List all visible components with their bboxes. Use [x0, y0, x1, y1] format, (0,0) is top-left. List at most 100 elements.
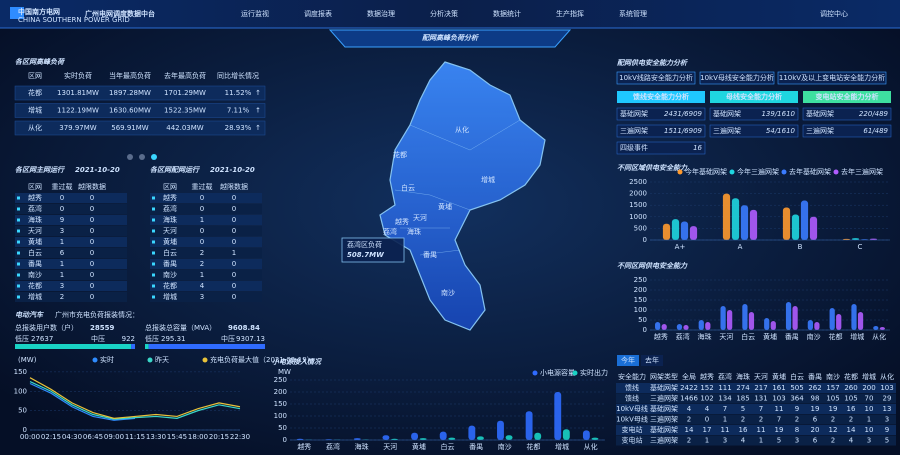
table-cell: 7.11%: [227, 107, 250, 115]
bar: [873, 326, 879, 330]
line-series: [29, 381, 241, 420]
ev-value: 9608.84: [228, 324, 260, 332]
table-cell: 0: [90, 194, 94, 202]
table-cell: 馈线: [625, 383, 639, 392]
table-cell: 7: [723, 405, 727, 413]
tab-label[interactable]: 110kV及以上变电站安全能力分析: [779, 73, 885, 82]
panel-date: 2021-10-20: [210, 166, 255, 174]
row-bullet: [152, 218, 155, 222]
table-cell: 8: [795, 426, 799, 434]
x-tick-label: A: [738, 243, 743, 251]
x-tick-label: 18:00: [188, 433, 208, 441]
legend-label: 昨天: [155, 355, 169, 364]
nav-item[interactable]: 分析决策: [430, 9, 458, 18]
table-cell: 0: [60, 194, 64, 202]
table-cell: 11: [775, 405, 784, 413]
table-cell: 越秀: [163, 193, 177, 202]
table-cell: 1122.19MW: [57, 107, 99, 115]
table-row: [15, 270, 127, 280]
split-value: 295.31: [161, 335, 186, 343]
tab-label[interactable]: 10kV母线安全能力分析: [700, 73, 774, 82]
logo-sub: CHINA SOUTHERN POWER GRID: [18, 16, 130, 24]
table-row: [15, 292, 127, 302]
table-row: [150, 248, 262, 258]
table-cell: 三遍网架: [650, 436, 678, 445]
row-bullet: [152, 196, 155, 200]
bar: [419, 438, 427, 440]
tab-label[interactable]: 去年: [645, 356, 659, 365]
x-tick-label: 番禺: [469, 443, 483, 451]
split-bar: [15, 344, 132, 349]
bar: [792, 306, 798, 330]
tab: [617, 355, 639, 366]
legend-swatch: [572, 370, 578, 376]
legend-swatch: [677, 169, 683, 175]
x-tick-label: 白云: [741, 332, 755, 341]
table-cell: 131: [754, 395, 767, 403]
tab-label[interactable]: 10kV线路安全能力分析: [619, 73, 693, 82]
table-cell: 569.91MW: [111, 124, 149, 132]
table-cell: 29: [883, 395, 892, 403]
tab: [616, 71, 696, 85]
table-cell: 海珠: [28, 215, 42, 224]
table-row: [150, 270, 262, 280]
nav-item[interactable]: 数据治理: [367, 9, 395, 18]
bar: [740, 205, 749, 240]
bar: [476, 436, 484, 440]
nav-item[interactable]: 生产指挥: [556, 9, 584, 18]
nav-item[interactable]: 数据统计: [493, 9, 521, 18]
table-header: 网架类型: [650, 372, 678, 381]
row-bullet: [17, 240, 20, 244]
table-cell: 0: [232, 216, 236, 224]
x-tick-label: 增城: [850, 332, 864, 341]
table-cell: 馈线: [625, 394, 639, 403]
bar: [671, 219, 680, 240]
nav-item[interactable]: 系统管理: [619, 9, 647, 18]
nav-item[interactable]: 运行监视: [241, 9, 269, 18]
split-value: 27637: [31, 335, 53, 343]
table-row: [616, 435, 896, 446]
table-cell: 从化: [28, 123, 42, 132]
district-label: 越秀: [395, 217, 409, 226]
bar: [591, 437, 599, 440]
bar: [497, 420, 504, 440]
tab-label[interactable]: 今年: [621, 356, 635, 365]
bar: [857, 312, 864, 330]
table-cell: 花都: [163, 281, 177, 290]
bar: [809, 216, 818, 240]
table-cell: 0: [60, 205, 64, 213]
table-row: [616, 414, 896, 425]
y-tick-label: 50: [638, 316, 647, 324]
y-tick-label: 1000: [629, 213, 647, 221]
legend-swatch: [781, 169, 787, 175]
table-cell: 152: [700, 384, 713, 392]
user-name[interactable]: 调控中心: [820, 9, 848, 18]
table-cell: 11: [757, 426, 766, 434]
bar: [814, 322, 820, 330]
table-row: [616, 404, 896, 414]
table-cell: 荔湾: [163, 204, 177, 213]
table-row: [616, 425, 896, 435]
bar: [680, 221, 689, 240]
table-cell: 103: [772, 395, 785, 403]
table-header: 花都: [844, 372, 858, 381]
table-cell: 5: [885, 437, 889, 445]
table-cell: 442.03MW: [166, 124, 204, 132]
table-row: [14, 120, 266, 136]
nav-item[interactable]: 调度报表: [304, 9, 332, 18]
table-header: 荔湾: [718, 372, 732, 381]
x-tick-label: 荔湾: [676, 332, 690, 341]
bar: [829, 308, 835, 330]
x-tick-label: 20:15: [209, 433, 229, 441]
table-cell: 0: [90, 249, 94, 257]
table-cell: 7: [759, 405, 763, 413]
table-cell: 2: [687, 437, 691, 445]
table-cell: 10kV母线: [616, 404, 648, 413]
table-cell: 161: [772, 384, 785, 392]
table-cell: 2: [759, 416, 763, 424]
row-bullet: [152, 240, 155, 244]
table-cell: 1301.81MW: [57, 89, 99, 97]
table-cell: 三遍网架: [650, 415, 678, 424]
y-unit: (MW): [18, 356, 37, 364]
panel-title: 配网供电安全能力分析: [617, 58, 688, 67]
